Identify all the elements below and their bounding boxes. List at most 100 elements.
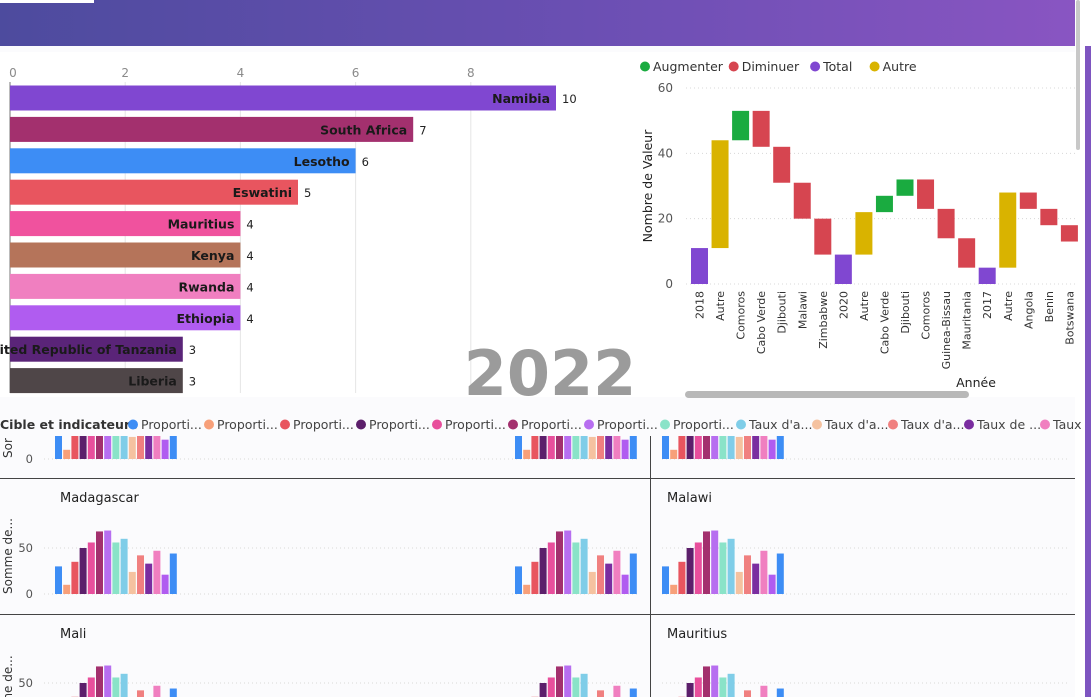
multiples-bar <box>711 530 719 594</box>
multiples-bar <box>104 665 112 697</box>
multiples-bar <box>776 436 784 459</box>
x-tick-label: 8 <box>467 66 475 80</box>
multiples-bar <box>120 436 128 459</box>
multiples-bar <box>539 548 547 594</box>
waterfall-bar <box>814 218 832 255</box>
multiples-bar <box>547 436 555 459</box>
bar <box>10 242 241 268</box>
waterfall-bar <box>999 192 1017 268</box>
legend-label: Diminuer <box>742 59 800 74</box>
multiples-bar <box>703 436 710 459</box>
bar-category-label: Mauritius <box>168 217 235 232</box>
waterfall-bar <box>875 195 893 213</box>
x-tick-label: 6 <box>352 66 360 80</box>
legend-label: Taux <box>1052 417 1082 432</box>
multiples-bar <box>670 449 678 459</box>
y-tick-label: 20 <box>658 212 673 226</box>
legend-label: Proporti... <box>673 417 734 432</box>
multiples-bar <box>564 436 572 459</box>
multiples-bar <box>760 550 768 594</box>
x-tick-label: Autre <box>858 291 871 321</box>
multiples-bar <box>572 542 580 594</box>
multiples-bar <box>96 666 103 697</box>
waterfall-bar <box>896 179 914 196</box>
x-tick-label: Mauritania <box>961 291 974 350</box>
multiples-bar <box>515 436 522 459</box>
multiples-bar <box>735 571 743 594</box>
multiples-bar <box>768 574 776 594</box>
multiples-bar <box>613 685 621 697</box>
waterfall-bar <box>691 248 708 284</box>
waterfall-scrollbar[interactable] <box>685 391 969 398</box>
waterfall-bar <box>773 146 791 183</box>
bar-value-label: 7 <box>419 123 426 137</box>
bar <box>10 368 183 394</box>
bar <box>10 148 356 174</box>
waterfall-bar <box>1060 225 1078 242</box>
multiples-bar <box>719 542 727 594</box>
multiples-bar <box>71 561 79 594</box>
multiples-bar <box>711 436 719 459</box>
x-tick-label: Malawi <box>796 291 809 329</box>
bar <box>10 179 298 205</box>
bar-value-label: 4 <box>246 280 253 294</box>
multiples-bar <box>776 688 784 697</box>
multiples-bar <box>96 531 103 594</box>
bar-value-label: 6 <box>362 155 369 169</box>
waterfall-bar <box>793 182 811 219</box>
multiples-bar <box>621 439 629 459</box>
multiples-bar <box>629 553 637 594</box>
multiples-bar <box>703 531 710 594</box>
multiples-bar <box>597 690 604 697</box>
x-tick-label: 2 <box>121 66 129 80</box>
multiples-bar <box>564 665 572 697</box>
multiples-bar <box>744 690 751 697</box>
panel-title: Madagascar <box>60 491 140 506</box>
multiples-bar <box>744 555 751 594</box>
multiples-bar <box>752 436 760 459</box>
y-tick-label: 40 <box>658 146 673 160</box>
multiples-bar <box>662 566 669 594</box>
multiples-bar <box>169 688 177 697</box>
legend-label: Taux d'a... <box>824 417 888 432</box>
multiples-bar <box>613 550 621 594</box>
multiples-bar <box>694 436 702 459</box>
multiples-bar <box>613 436 621 459</box>
legend-marker <box>888 419 898 430</box>
page-scrollbar-thumb[interactable] <box>1076 0 1080 150</box>
legend-marker <box>640 61 650 72</box>
bar-category-label: Kenya <box>191 248 234 263</box>
bar <box>10 116 414 142</box>
bar-value-label: 5 <box>304 186 311 200</box>
x-tick-label: Autre <box>1002 291 1015 321</box>
waterfall-chart: Augmenter Diminuer Total Autre 0 20 40 60 Nombre… <box>632 52 1078 398</box>
x-tick-label: Cabo Verde <box>755 291 768 354</box>
legend-marker <box>432 419 442 430</box>
legend-marker <box>660 419 670 430</box>
x-tick-label: Botswana <box>1063 291 1076 345</box>
x-tick-label: Djibouti <box>899 291 912 334</box>
multiples-bar <box>153 550 161 594</box>
year-label: 2022 <box>464 337 637 410</box>
multiples-bar <box>153 436 161 459</box>
multiples-bar <box>556 436 563 459</box>
multiples-bar <box>605 563 613 594</box>
bar <box>10 211 241 237</box>
y-tick-label: 50 <box>18 541 33 555</box>
waterfall-bar <box>1040 208 1058 226</box>
bar <box>10 273 241 299</box>
multiples-bar <box>686 548 694 594</box>
legend-marker <box>128 419 138 430</box>
legend-marker <box>964 419 974 430</box>
waterfall-bar <box>958 238 976 268</box>
multiples-bar <box>580 436 588 459</box>
page-tab-indicator[interactable] <box>0 0 94 3</box>
multiples-bar <box>87 677 95 697</box>
waterfall-bar <box>732 110 750 141</box>
country-bar-chart: 0 2 4 6 8 Namibia 10 South Africa 7 Lesotho 6 Eswat… <box>0 52 632 397</box>
y-tick-label: 0 <box>26 587 33 601</box>
multiples-bar <box>588 436 596 459</box>
multiples-bar <box>703 666 710 697</box>
legend-marker <box>728 61 739 72</box>
multiples-bar <box>752 563 760 594</box>
